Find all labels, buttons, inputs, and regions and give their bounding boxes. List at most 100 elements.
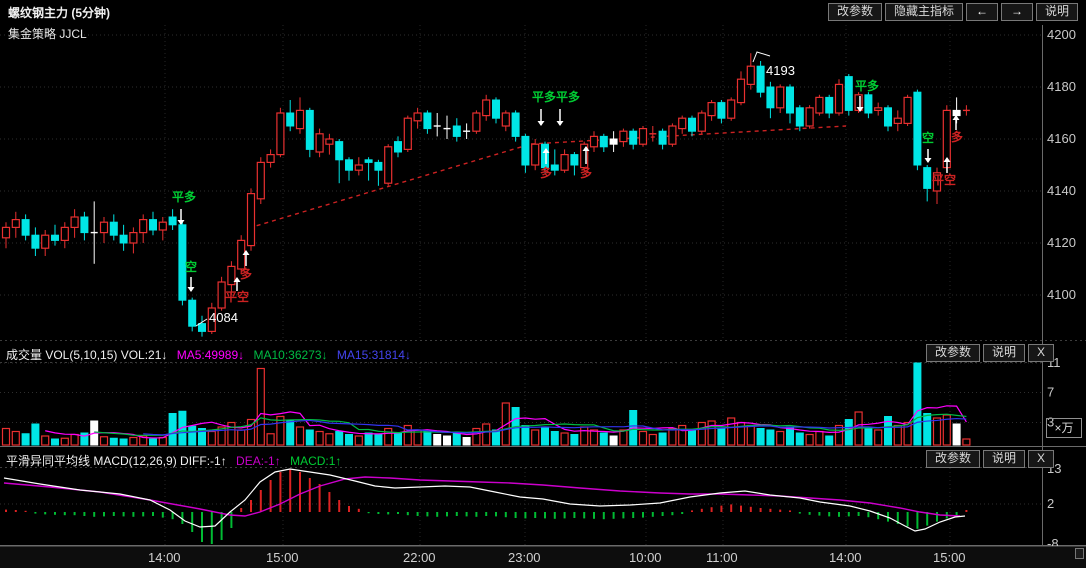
candle-body [932, 172, 942, 192]
candle-body [541, 143, 549, 169]
candle-body [580, 143, 589, 169]
macd-help-button[interactable]: 说明 [983, 450, 1026, 468]
candle-body [472, 112, 481, 132]
candle-body [952, 109, 961, 117]
volume-bar [776, 430, 785, 446]
main-toolbar: 改参数 隐藏主指标 ← → 说明 [827, 3, 1078, 21]
strategy-subtitle: 集金策略 JJCL [8, 27, 87, 41]
volume-bar [864, 428, 873, 446]
contract-title: 螺纹钢主力 (5分钟) [8, 6, 111, 20]
candle-body [335, 141, 344, 161]
titlebar: 螺纹钢主力 (5分钟) 改参数 隐藏主指标 ← → 说明 [0, 0, 1086, 22]
volume-bar [884, 416, 892, 446]
candle-body [227, 265, 236, 286]
volume-bar [756, 428, 765, 446]
candle-body [678, 117, 687, 130]
help-button[interactable]: 说明 [1035, 3, 1078, 21]
candle-body [256, 161, 265, 200]
candle-body [727, 99, 736, 119]
candle-body [305, 109, 314, 150]
hide-main-indicator-button[interactable]: 隐藏主指标 [884, 3, 963, 21]
signal-arrowhead [924, 158, 932, 163]
volume-bar [874, 429, 883, 446]
volume-help-button[interactable]: 说明 [983, 344, 1026, 362]
candle-body [188, 299, 197, 327]
candle-body [531, 143, 540, 166]
volume-bar [923, 413, 932, 446]
volume-bar [374, 434, 383, 446]
candle-body [825, 96, 834, 114]
prev-arrow-button[interactable]: ← [965, 3, 998, 21]
volume-bar [580, 426, 589, 446]
candle-body [864, 94, 873, 114]
candle-body [119, 234, 128, 244]
volume-bar [60, 437, 69, 446]
scroll-handle[interactable] [1075, 548, 1084, 559]
candle-body [658, 130, 667, 145]
signal-label: 多 [240, 266, 252, 281]
candle-body [903, 96, 912, 125]
time-axis[interactable]: 14:00 15:00 22:00 23:00 10:00 11:00 14:00 15:00 [0, 546, 1086, 568]
signal-label: 多 [951, 129, 963, 144]
volume-bar [1, 427, 11, 446]
price-axis-label: 4200 [1047, 27, 1076, 42]
volume-bar [158, 436, 167, 446]
candle-body [178, 224, 187, 301]
volume-change-params-button[interactable]: 改参数 [926, 344, 981, 362]
candle-body [413, 112, 422, 122]
candle-body [11, 219, 20, 229]
candle-body [766, 86, 775, 109]
volume-close-button[interactable]: X [1028, 344, 1055, 362]
time-tick-label: 15:00 [933, 550, 966, 565]
volume-bar [472, 427, 481, 446]
candle-body [521, 135, 530, 166]
candle-body [1, 226, 11, 239]
volume-bar [217, 426, 226, 446]
macd-change-params-button[interactable]: 改参数 [926, 450, 981, 468]
macd-close-button[interactable]: X [1028, 450, 1055, 468]
volume-bar [394, 432, 402, 446]
volume-indicator-label: 成交量 VOL(5,10,15) VOL:21↓ [6, 348, 168, 362]
volume-bar [942, 414, 951, 446]
volume-bar [727, 417, 736, 446]
time-tick-label: 23:00 [508, 550, 541, 565]
candle-body [599, 135, 608, 148]
volume-bar [913, 362, 922, 446]
volume-bar [825, 435, 834, 446]
candle-body [609, 138, 618, 145]
volume-bar [452, 432, 461, 446]
macd-dea-line [3, 476, 961, 517]
volume-bar [227, 421, 236, 446]
signal-arrowhead [943, 157, 951, 162]
candle-body [786, 86, 794, 114]
volume-bar [305, 429, 314, 446]
candle-body [589, 135, 599, 148]
volume-bar [403, 424, 412, 446]
candle-body [638, 128, 648, 145]
time-tick-label: 11:00 [706, 550, 738, 565]
price-axis-label: 4160 [1047, 131, 1076, 146]
candle-body [874, 107, 883, 112]
volume-bar [688, 429, 696, 446]
signal-arrowhead [582, 146, 590, 151]
signal-label: 平多 [855, 78, 879, 93]
volume-bar [834, 424, 844, 446]
next-arrow-button[interactable]: → [1000, 3, 1033, 21]
volume-bar [786, 426, 794, 446]
candle-body [893, 117, 902, 124]
candle-body [815, 96, 824, 114]
candle-body [688, 117, 696, 132]
volume-bar [521, 425, 530, 446]
candle-body [746, 65, 755, 85]
volume-bar [609, 435, 618, 446]
candle-body [149, 219, 157, 231]
change-params-button[interactable]: 改参数 [827, 3, 882, 21]
macd-axis-label: -8 [1047, 536, 1059, 551]
candle-body [923, 167, 932, 189]
volume-bar [295, 426, 305, 446]
volume-bar [335, 431, 344, 446]
volume-bar [41, 435, 50, 446]
volume-bar [697, 421, 706, 446]
candle-body [354, 164, 363, 171]
